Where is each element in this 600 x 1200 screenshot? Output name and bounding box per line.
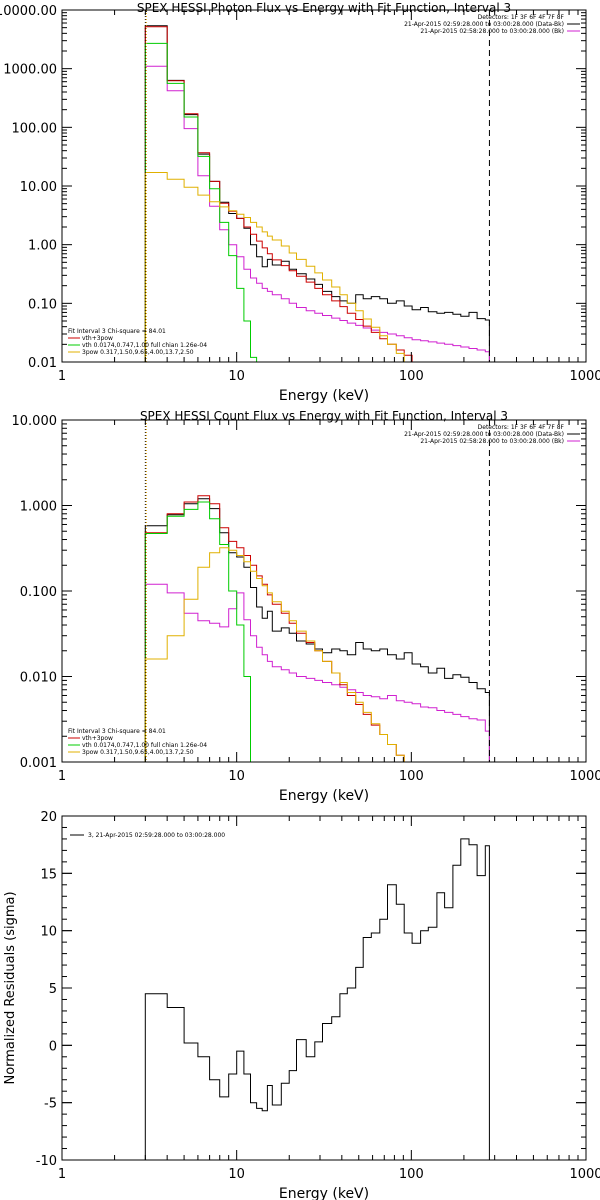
y-tick-label: 0.01	[28, 356, 57, 371]
series-data-bk	[144, 25, 490, 362]
x-tick-label: 10	[228, 369, 245, 384]
y-tick-label: 1.000	[20, 500, 57, 515]
x-tick-label: 1000	[569, 769, 600, 784]
y-tick-label: 0.010	[20, 671, 57, 686]
y-axis-label: Normalized Residuals (sigma)	[3, 891, 18, 1084]
series-vth	[144, 501, 490, 762]
legend-entry: 21-Apr-2015 02:59:28.000 to 03:00:28.000…	[404, 431, 564, 438]
chart-panel-3: 1 10 100 1000 -10 -5 0 5 10 15 20 Energy (keV) Norma…	[3, 810, 600, 1200]
series-3-21-apr-2015-02-59-28-000-to-03-00-28-000	[144, 838, 490, 1160]
x-tick-label: 10	[228, 1167, 245, 1182]
legend-entry: Fit Interval 3 Chi-square = 84.01	[68, 728, 166, 735]
chart-panel-1: SPEX HESSI Photon Flux vs Energy with Fi…	[0, 1, 600, 404]
legend-entry: vth+3pow	[82, 335, 113, 342]
x-tick-label: 1000	[569, 1167, 600, 1182]
series-group	[144, 25, 490, 362]
legend-entry: 21-Apr-2015 02:58:28.000 to 03:00:28.000…	[420, 438, 564, 445]
series-vth-3pow	[144, 26, 490, 362]
y-tick-label: 0.100	[20, 585, 57, 600]
y-tick-label: 0	[49, 1039, 57, 1054]
y-tick-label: 20	[40, 810, 57, 825]
y-tick-label: 10.000	[12, 414, 58, 429]
series-vth	[144, 42, 490, 362]
x-axis-label: Energy (keV)	[279, 1186, 369, 1200]
y-tick-label: -5	[44, 1097, 57, 1112]
x-tick-label: 100	[399, 769, 424, 784]
y-tick-label: 0.10	[28, 297, 57, 312]
x-tick-label: 100	[399, 1167, 424, 1182]
x-tick-label: 10	[228, 769, 245, 784]
x-tick-label: 1	[58, 369, 66, 384]
chart-panel-2: SPEX HESSI Count Flux vs Energy with Fit…	[12, 409, 600, 804]
x-tick-label: 1	[58, 1167, 66, 1182]
chart-title: SPEX HESSI Count Flux vs Energy with Fit…	[140, 409, 508, 423]
y-tick-label: 5	[49, 982, 57, 997]
legend-entry: Fit Interval 3 Chi-square = 84.01	[68, 328, 166, 335]
x-axis-label: Energy (keV)	[279, 388, 369, 404]
x-tick-label: 100	[399, 369, 424, 384]
y-tick-label: 1.00	[28, 239, 57, 254]
legend-entry: Detectors: 1F 3F 6F 4F 7F 8F	[478, 424, 565, 431]
y-tick-label: 100.00	[12, 121, 58, 136]
series-3pow	[144, 172, 490, 362]
x-axis-label: Energy (keV)	[279, 788, 369, 804]
series-bk	[144, 65, 490, 362]
plot-frame	[61, 419, 587, 763]
series-bk	[144, 583, 490, 762]
series-data-bk	[144, 498, 490, 762]
chart-title: SPEX HESSI Photon Flux vs Energy with Fi…	[137, 1, 511, 15]
legend-entry: vth+3pow	[82, 735, 113, 742]
series-vth-3pow	[144, 495, 490, 762]
y-tick-label: 10	[40, 925, 57, 940]
plot-frame	[61, 9, 587, 363]
legend-entry: Detectors: 1F 3F 6F 4F 7F 8F	[478, 14, 565, 21]
y-tick-label: 10000.00	[0, 4, 57, 19]
y-tick-label: 1000.00	[3, 63, 57, 78]
series-3pow	[144, 547, 490, 762]
legend-entry: 21-Apr-2015 02:58:28.000 to 03:00:28.000…	[420, 28, 564, 35]
series-group	[144, 838, 490, 1160]
legend-entry: 3, 21-Apr-2015 02:59:28.000 to 03:00:28.…	[88, 832, 225, 839]
y-tick-label: 10.00	[20, 180, 57, 195]
legend-entry: 3pow 0.317,1.50,9.65,4.00,13.7,2.50	[82, 349, 194, 356]
legend-entry: 21-Apr-2015 02:59:28.000 to 03:00:28.000…	[404, 21, 564, 28]
series-group	[144, 495, 490, 762]
x-tick-label: 1	[58, 769, 66, 784]
y-tick-label: -10	[36, 1154, 57, 1169]
legend-entry: vth 0.0174,0.747,1.00 full chian 1.26e-0…	[82, 342, 207, 349]
plot-frame	[61, 815, 587, 1161]
y-tick-label: 15	[40, 867, 57, 882]
y-tick-label: 0.001	[20, 756, 57, 771]
x-tick-label: 1000	[569, 369, 600, 384]
legend-entry: vth 0.0174,0.747,1.00 full chian 1.26e-0…	[82, 742, 207, 749]
legend-entry: 3pow 0.317,1.50,9.65,4.00,13.7,2.50	[82, 749, 194, 756]
